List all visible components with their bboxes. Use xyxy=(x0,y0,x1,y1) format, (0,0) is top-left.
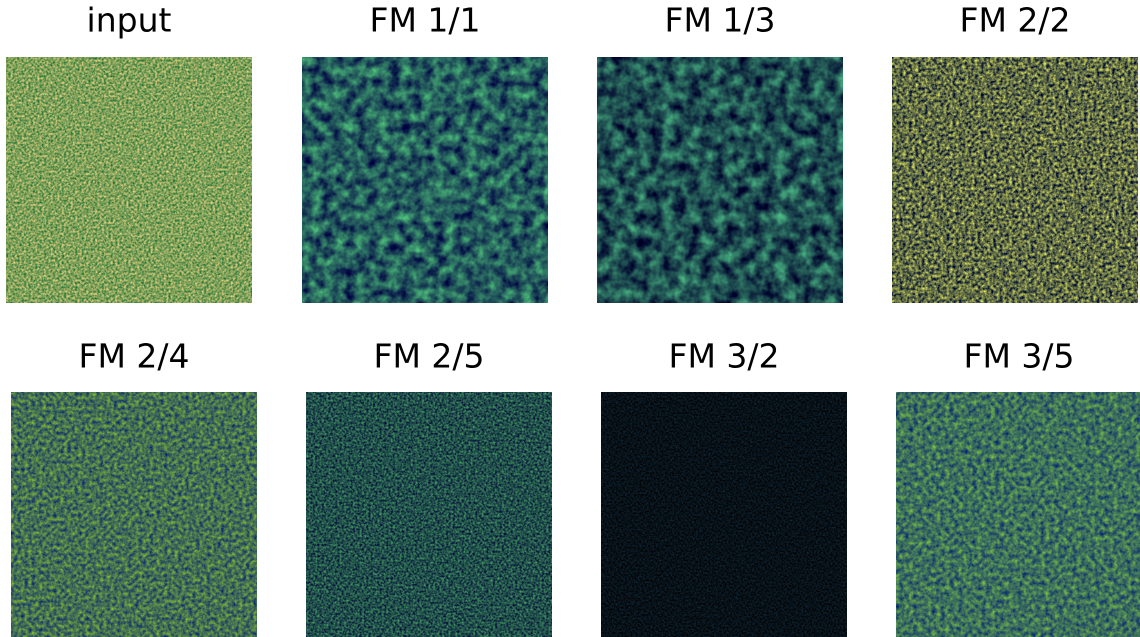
feature-map-image xyxy=(11,392,257,637)
panel-title: input xyxy=(87,1,172,40)
panel: FM 2/5 xyxy=(306,337,552,637)
feature-map-image xyxy=(597,57,843,303)
feature-map-image xyxy=(896,392,1140,637)
figure: input FM 1/1 FM 1/3 FM 2/2 FM 2/4 FM 2/5 FM 3/… xyxy=(0,0,1140,637)
panel: FM 2/4 xyxy=(11,337,257,637)
panel: FM 2/2 xyxy=(892,1,1138,304)
feature-map-image xyxy=(6,57,252,303)
panel-title: FM 1/3 xyxy=(664,1,775,40)
panel: input xyxy=(6,1,252,304)
panel-title: FM 1/1 xyxy=(369,1,480,40)
panel-title: FM 3/5 xyxy=(963,337,1074,376)
panel: FM 1/1 xyxy=(302,1,548,304)
panel: FM 3/5 xyxy=(896,337,1140,637)
feature-map-image xyxy=(302,57,548,303)
panel-title: FM 2/2 xyxy=(959,1,1070,40)
panel: FM 1/3 xyxy=(597,1,843,304)
panel: FM 3/2 xyxy=(601,337,847,637)
panel-title: FM 3/2 xyxy=(668,337,779,376)
panel-title: FM 2/5 xyxy=(373,337,484,376)
feature-map-image xyxy=(601,392,847,637)
feature-map-image xyxy=(306,392,552,637)
panel-title: FM 2/4 xyxy=(78,337,189,376)
feature-map-image xyxy=(892,57,1138,303)
